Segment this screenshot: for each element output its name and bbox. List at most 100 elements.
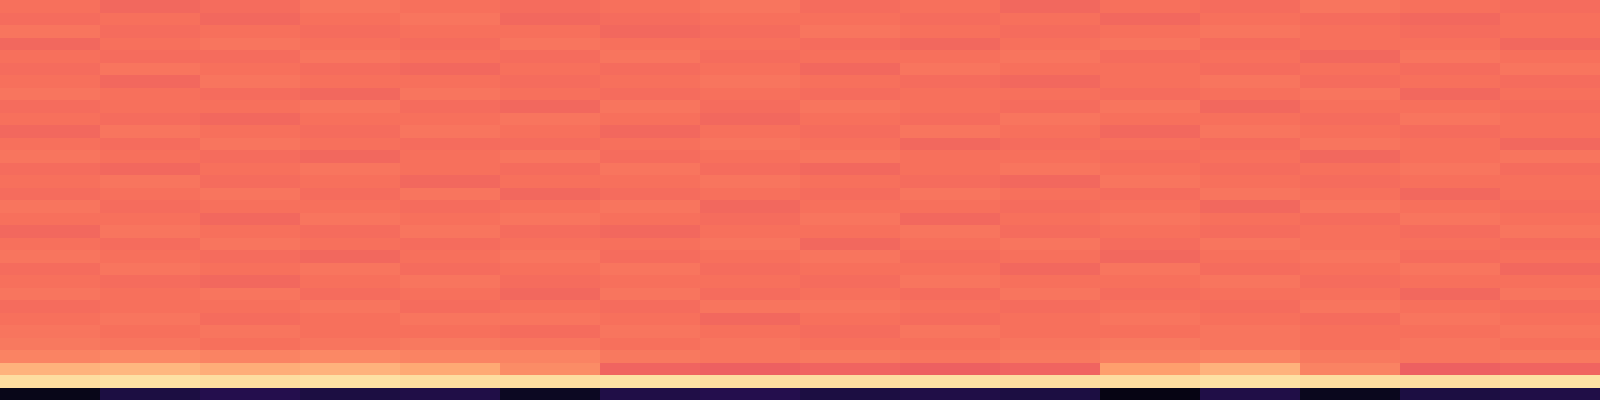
cell: [1400, 63, 1501, 76]
cell: [300, 113, 401, 126]
cell: [200, 388, 301, 400]
cell: [1400, 138, 1501, 151]
cell: [1500, 375, 1600, 388]
cell: [600, 288, 701, 301]
cell: [1100, 325, 1201, 338]
cell: [800, 263, 901, 276]
cell: [1000, 363, 1101, 376]
cell: [200, 363, 301, 376]
cell: [600, 13, 701, 26]
cell: [1300, 138, 1401, 151]
cell: [1200, 375, 1301, 388]
cell: [400, 50, 501, 63]
cell: [700, 300, 801, 313]
cell: [1000, 38, 1101, 51]
cell: [0, 125, 101, 138]
cell: [1100, 113, 1201, 126]
cell: [200, 213, 301, 226]
cell: [100, 75, 201, 88]
cell: [1200, 100, 1301, 113]
cell: [100, 175, 201, 188]
cell: [1100, 225, 1201, 238]
cell: [0, 375, 101, 388]
cell: [1500, 313, 1600, 326]
cell: [1000, 175, 1101, 188]
cell: [1500, 200, 1600, 213]
cell: [500, 325, 601, 338]
cell: [400, 288, 501, 301]
cell: [400, 38, 501, 51]
cell: [800, 88, 901, 101]
cell: [500, 375, 601, 388]
cell: [1500, 63, 1600, 76]
cell: [1300, 325, 1401, 338]
cell: [900, 150, 1001, 163]
cell: [500, 175, 601, 188]
cell: [0, 163, 101, 176]
cell: [300, 325, 401, 338]
cell: [300, 238, 401, 251]
cell: [800, 375, 901, 388]
cell: [1200, 150, 1301, 163]
cell: [100, 125, 201, 138]
cell: [800, 225, 901, 238]
cell: [1300, 250, 1401, 263]
cell: [900, 238, 1001, 251]
cell: [0, 338, 101, 351]
cell: [100, 150, 201, 163]
cell: [500, 25, 601, 38]
cell: [1200, 388, 1301, 400]
cell: [1300, 363, 1401, 376]
cell: [300, 288, 401, 301]
cell: [1100, 388, 1201, 400]
cell: [1400, 200, 1501, 213]
cell: [600, 163, 701, 176]
cell: [200, 100, 301, 113]
cell: [1000, 113, 1101, 126]
cell: [500, 13, 601, 26]
cell: [1000, 338, 1101, 351]
cell: [700, 375, 801, 388]
cell: [200, 350, 301, 363]
cell: [400, 250, 501, 263]
cell: [1200, 250, 1301, 263]
cell: [1200, 175, 1301, 188]
cell: [0, 75, 101, 88]
cell: [200, 175, 301, 188]
cell: [600, 38, 701, 51]
cell: [100, 313, 201, 326]
cell: [500, 300, 601, 313]
cell: [1000, 225, 1101, 238]
cell: [700, 275, 801, 288]
cell: [1200, 275, 1301, 288]
cell: [300, 0, 401, 13]
cell: [100, 388, 201, 400]
cell: [0, 200, 101, 213]
cell: [1100, 200, 1201, 213]
cell: [200, 325, 301, 338]
cell: [0, 275, 101, 288]
cell: [1000, 75, 1101, 88]
cell: [700, 350, 801, 363]
cell: [1400, 175, 1501, 188]
cell: [100, 363, 201, 376]
cell: [800, 325, 901, 338]
cell: [700, 163, 801, 176]
cell: [600, 325, 701, 338]
cell: [1000, 150, 1101, 163]
cell: [1000, 250, 1101, 263]
cell: [500, 150, 601, 163]
cell: [100, 375, 201, 388]
cell: [600, 63, 701, 76]
cell: [100, 63, 201, 76]
cell: [900, 200, 1001, 213]
cell: [0, 188, 101, 201]
cell: [1100, 100, 1201, 113]
cell: [500, 188, 601, 201]
cell: [100, 163, 201, 176]
cell: [800, 150, 901, 163]
cell: [800, 213, 901, 226]
cell: [500, 250, 601, 263]
cell: [1500, 38, 1600, 51]
cell: [900, 113, 1001, 126]
